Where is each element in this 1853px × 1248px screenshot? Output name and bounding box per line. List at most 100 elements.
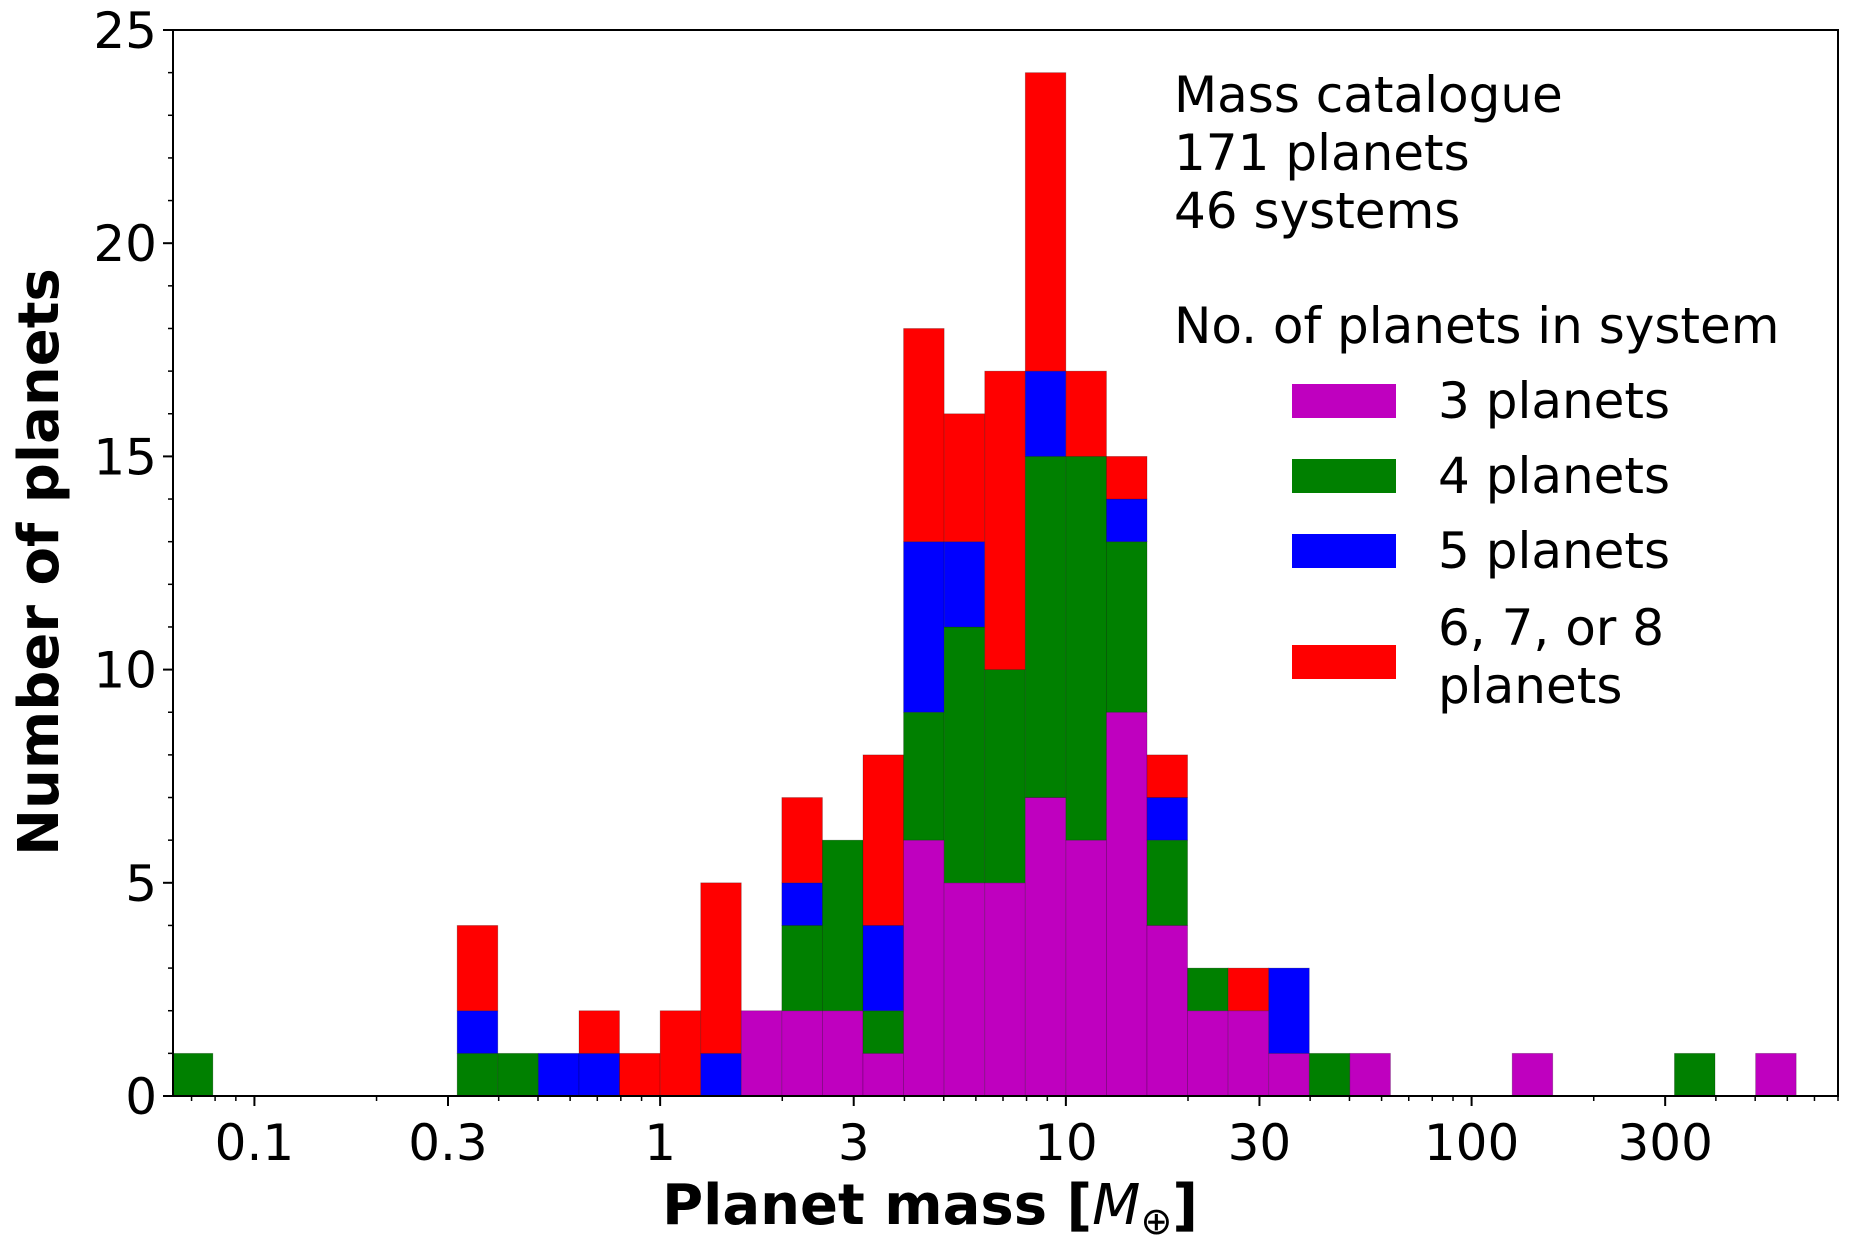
bar-bin20-series0 xyxy=(984,882,1026,1097)
annotation-line-systems: 46 systems xyxy=(1174,182,1460,240)
x-tick-label: 300 xyxy=(1617,1114,1712,1172)
x-tick-label: 3 xyxy=(838,1114,870,1172)
bar-bin24-series0 xyxy=(1146,925,1188,1097)
x-tick-label: 0.3 xyxy=(408,1114,488,1172)
bar-bin16-series0 xyxy=(822,1010,864,1097)
bar-bin22-series0 xyxy=(1065,839,1107,1097)
bar-bin20-series3 xyxy=(984,370,1026,671)
bar-bin23-series2 xyxy=(1106,498,1148,543)
bar-bin22-series3 xyxy=(1065,370,1107,457)
bar-bin19-series3 xyxy=(943,413,986,543)
x-tick-label: 0.1 xyxy=(215,1114,295,1172)
bar-bin20-series1 xyxy=(984,669,1026,884)
bar-bin39-series0 xyxy=(1755,1052,1797,1097)
legend-swatch-3-planets xyxy=(1292,384,1396,418)
bar-bin23-series0 xyxy=(1106,711,1148,1097)
bar-bin27-series0 xyxy=(1268,1052,1310,1097)
legend-swatch-5-planets xyxy=(1292,534,1396,568)
bar-bin19-series0 xyxy=(943,882,986,1097)
bar-bin17-series2 xyxy=(862,925,904,1012)
bar-bin10-series2 xyxy=(578,1052,620,1097)
legend-label-6-7-8-planets-line1: 6, 7, or 8 xyxy=(1438,599,1664,657)
bar-bin7-series2 xyxy=(456,1010,499,1054)
bar-bin18-series2 xyxy=(903,541,945,713)
bar-bin11-series3 xyxy=(619,1052,661,1097)
bar-bin26-series0 xyxy=(1227,1010,1270,1097)
bar-bin25-series1 xyxy=(1187,967,1229,1012)
legend-label-5-planets: 5 planets xyxy=(1438,522,1670,580)
annotation-line-catalogue: Mass catalogue xyxy=(1174,66,1563,124)
bar-bin26-series3 xyxy=(1227,967,1270,1012)
x-axis-title-suffix: ] xyxy=(1172,1173,1198,1238)
bar-bin23-series3 xyxy=(1106,455,1148,500)
annotation-block: Mass catalogue 171 planets 46 systems xyxy=(1174,66,1563,240)
y-tick-label: 25 xyxy=(93,2,157,60)
bar-bin24-series1 xyxy=(1146,839,1188,926)
x-tick-label: 1 xyxy=(644,1114,676,1172)
bar-bin24-series2 xyxy=(1146,797,1188,841)
y-tick-label: 0 xyxy=(125,1068,157,1126)
y-tick-label: 20 xyxy=(93,215,157,273)
y-tick-label: 15 xyxy=(93,428,157,486)
bar-bin9-series2 xyxy=(537,1052,580,1097)
legend-swatch-6-7-8-planets xyxy=(1292,645,1396,679)
legend-label-4-planets: 4 planets xyxy=(1438,447,1670,505)
y-axis-title: Number of planets xyxy=(7,268,72,856)
bar-bin19-series2 xyxy=(943,541,986,628)
x-tick-label: 100 xyxy=(1424,1114,1519,1172)
legend-label-3-planets: 3 planets xyxy=(1438,372,1670,430)
bar-bin37-series1 xyxy=(1674,1052,1716,1097)
bar-bin29-series0 xyxy=(1349,1052,1391,1097)
bar-bin24-series3 xyxy=(1146,754,1188,798)
x-tick-label: 10 xyxy=(1034,1114,1098,1172)
bar-bin13-series2 xyxy=(700,1052,742,1097)
legend-swatch-4-planets xyxy=(1292,459,1396,493)
bar-bin12-series3 xyxy=(659,1010,702,1097)
x-axis-title-subscript: ⊕ xyxy=(1140,1199,1172,1243)
bar-bin15-series1 xyxy=(781,925,823,1012)
y-tick-label: 10 xyxy=(93,642,157,700)
bar-bin33-series0 xyxy=(1511,1052,1554,1097)
legend-title: No. of planets in system xyxy=(1174,297,1780,355)
bar-bin15-series3 xyxy=(781,797,823,884)
y-axis-ticks: 0 5 10 15 20 25 xyxy=(93,2,173,1126)
bar-bin18-series1 xyxy=(903,711,945,841)
bar-bin18-series0 xyxy=(903,839,945,1097)
bars-layer xyxy=(172,72,1797,1097)
bar-bin17-series1 xyxy=(862,1010,904,1054)
bar-bin17-series0 xyxy=(862,1052,904,1097)
bar-bin27-series2 xyxy=(1268,967,1310,1054)
bar-bin21-series3 xyxy=(1024,72,1067,372)
bar-bin7-series1 xyxy=(456,1052,499,1097)
x-tick-label: 30 xyxy=(1228,1114,1292,1172)
bar-bin21-series0 xyxy=(1024,797,1067,1097)
bar-bin0-series1 xyxy=(172,1052,214,1097)
bar-bin18-series3 xyxy=(903,328,945,543)
bar-bin19-series1 xyxy=(943,626,986,884)
bar-bin13-series3 xyxy=(700,882,742,1054)
bar-bin7-series3 xyxy=(456,925,499,1012)
x-axis-ticks: 0.1 0.3 1 3 10 30 100 300 xyxy=(190,1096,1839,1172)
bar-bin22-series1 xyxy=(1065,455,1107,841)
bar-bin15-series0 xyxy=(781,1010,823,1097)
x-axis-title: Planet mass [M⊕] xyxy=(662,1173,1198,1243)
x-axis-title-prefix: Planet mass [ xyxy=(662,1173,1092,1238)
bar-bin23-series1 xyxy=(1106,541,1148,713)
bar-bin28-series1 xyxy=(1308,1052,1351,1097)
bar-bin15-series2 xyxy=(781,882,823,926)
plot-frame xyxy=(172,29,1839,1097)
bar-bin16-series1 xyxy=(822,839,864,1012)
bar-bin17-series3 xyxy=(862,754,904,926)
bar-bin21-series2 xyxy=(1024,370,1067,457)
bar-bin25-series0 xyxy=(1187,1010,1229,1097)
legend: No. of planets in system 3 planets 4 pla… xyxy=(1174,297,1780,715)
bar-bin14-series0 xyxy=(740,1010,783,1097)
legend-label-6-7-8-planets-line2: planets xyxy=(1438,657,1622,715)
bar-bin8-series1 xyxy=(497,1052,539,1097)
annotation-line-planets: 171 planets xyxy=(1174,124,1470,182)
y-tick-label: 5 xyxy=(125,855,157,913)
bar-bin21-series1 xyxy=(1024,455,1067,798)
x-axis-title-symbol: M xyxy=(1092,1173,1140,1238)
bar-bin10-series3 xyxy=(578,1010,620,1054)
